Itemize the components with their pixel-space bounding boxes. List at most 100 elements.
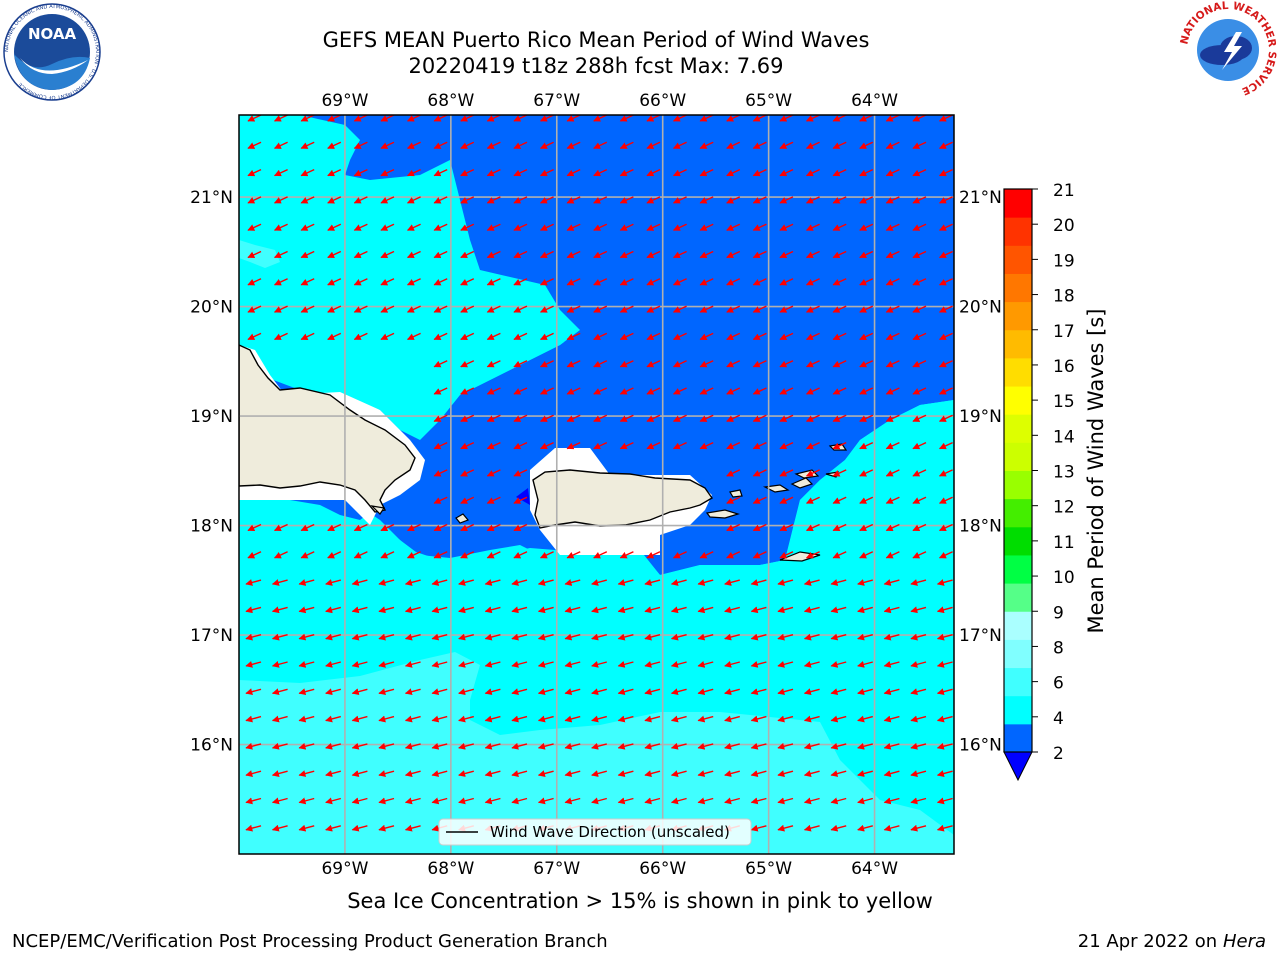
wind-wave-arrow <box>938 141 953 149</box>
wind-wave-arrow <box>938 469 953 477</box>
wind-wave-arrow <box>245 633 262 641</box>
wind-wave-arrow <box>805 523 820 532</box>
wind-wave-arrow <box>380 223 395 231</box>
wind-wave-arrow <box>537 579 554 586</box>
wind-wave-arrow <box>484 660 501 668</box>
wind-wave-arrow <box>646 360 661 368</box>
wind-wave-arrow <box>832 551 847 559</box>
wind-wave-arrow <box>832 168 847 177</box>
wind-wave-arrow <box>271 688 288 696</box>
wind-wave-arrow <box>380 523 395 532</box>
wind-wave-arrow <box>646 414 661 422</box>
wind-wave-arrow <box>298 660 315 668</box>
wind-wave-arrow <box>591 579 607 586</box>
wind-wave-arrow <box>247 168 262 177</box>
wind-wave-arrow <box>431 742 448 750</box>
wind-wave-arrow <box>431 715 448 723</box>
wind-wave-arrow <box>539 168 554 177</box>
wind-wave-arrow <box>805 305 820 313</box>
wind-wave-arrow <box>460 387 475 395</box>
wind-wave-arrow <box>910 742 927 750</box>
wind-wave-arrow <box>910 633 927 641</box>
wind-wave-arrow <box>885 332 900 341</box>
wind-wave-arrow <box>857 770 873 777</box>
colorbar-segment <box>1004 611 1032 640</box>
wind-wave-arrow <box>273 196 288 204</box>
wind-wave-arrow <box>938 168 953 177</box>
wind-wave-arrow <box>726 551 741 559</box>
wind-wave-arrow <box>724 606 740 614</box>
wind-wave-arrow <box>380 250 395 259</box>
wind-wave-arrow <box>752 414 767 422</box>
wind-wave-arrow <box>859 387 874 395</box>
wind-wave-arrow <box>697 742 714 750</box>
wave-period-band-6-8-west <box>239 240 280 268</box>
wind-wave-arrow <box>832 223 847 231</box>
wind-wave-arrow <box>458 715 474 723</box>
wind-wave-arrow <box>406 278 421 286</box>
sea-ice-note: Sea Ice Concentration > 15% is shown in … <box>347 889 933 913</box>
wind-wave-arrow <box>779 278 794 286</box>
wind-wave-arrow <box>593 332 608 341</box>
wind-wave-arrow <box>431 579 448 586</box>
footer-host: Hera <box>1222 931 1266 952</box>
colorbar-tick-label: 12 <box>1053 498 1075 518</box>
wind-wave-arrow <box>670 579 687 586</box>
wind-wave-arrow <box>805 469 820 477</box>
wind-wave-arrow <box>406 305 421 313</box>
colorbar-tick-label: 13 <box>1053 463 1075 483</box>
wind-wave-arrow <box>699 387 714 395</box>
wind-wave-arrow <box>936 715 953 723</box>
wind-wave-arrow <box>593 141 608 149</box>
lat-tick-label-right: 16°N <box>959 736 1002 756</box>
lon-tick-label-bottom: 69°W <box>321 859 368 879</box>
wind-wave-arrow <box>486 523 501 532</box>
wind-wave-arrow <box>566 414 581 422</box>
wind-wave-arrow <box>938 441 953 450</box>
wind-wave-arrow <box>327 115 342 122</box>
wind-wave-arrow <box>593 196 608 204</box>
wind-wave-arrow <box>697 660 714 668</box>
wind-wave-arrow <box>619 141 634 149</box>
wind-wave-arrow <box>619 196 634 204</box>
wind-wave-arrow <box>938 360 953 368</box>
wind-wave-arrow <box>779 168 794 177</box>
wind-wave-arrow <box>486 141 501 149</box>
wind-wave-arrow <box>245 824 262 832</box>
wind-wave-arrow <box>672 223 687 231</box>
wind-wave-arrow <box>247 332 262 341</box>
wind-wave-arrow <box>351 770 368 777</box>
wind-wave-arrow <box>726 332 741 341</box>
wind-wave-arrow <box>619 278 634 286</box>
wind-wave-arrow <box>777 660 794 668</box>
wind-wave-arrow <box>883 633 900 641</box>
wind-wave-arrow <box>672 115 687 122</box>
colorbar-segment <box>1004 357 1032 387</box>
wind-wave-arrow <box>566 332 581 341</box>
wind-wave-arrow <box>912 523 927 532</box>
wind-wave-arrow <box>670 633 687 641</box>
wind-wave-arrow <box>912 360 927 368</box>
wind-wave-arrow <box>885 360 900 368</box>
wind-wave-arrow <box>404 633 421 641</box>
wind-wave-arrow <box>779 496 794 504</box>
wind-wave-arrow <box>805 360 820 368</box>
wind-wave-arrow <box>271 660 288 668</box>
wind-wave-arrow <box>912 441 927 450</box>
wind-wave-arrow <box>617 660 634 668</box>
wind-wave-arrow <box>670 660 687 668</box>
wind-wave-arrow <box>593 551 608 559</box>
wind-wave-arrow <box>750 797 767 805</box>
land-culebra <box>729 489 743 498</box>
wind-wave-arrow <box>752 332 767 341</box>
wind-wave-arrow <box>460 305 475 313</box>
wind-wave-arrow <box>378 797 395 805</box>
colorbar-tick-label: 17 <box>1053 322 1075 342</box>
wind-wave-arrow <box>752 551 767 559</box>
wind-wave-arrow <box>460 469 475 477</box>
wind-wave-arrow <box>591 797 607 805</box>
colorbar-segment <box>1004 301 1032 331</box>
wind-wave-arrow <box>699 115 714 122</box>
wind-wave-arrow <box>805 278 820 286</box>
wind-wave-arrow <box>619 414 634 422</box>
